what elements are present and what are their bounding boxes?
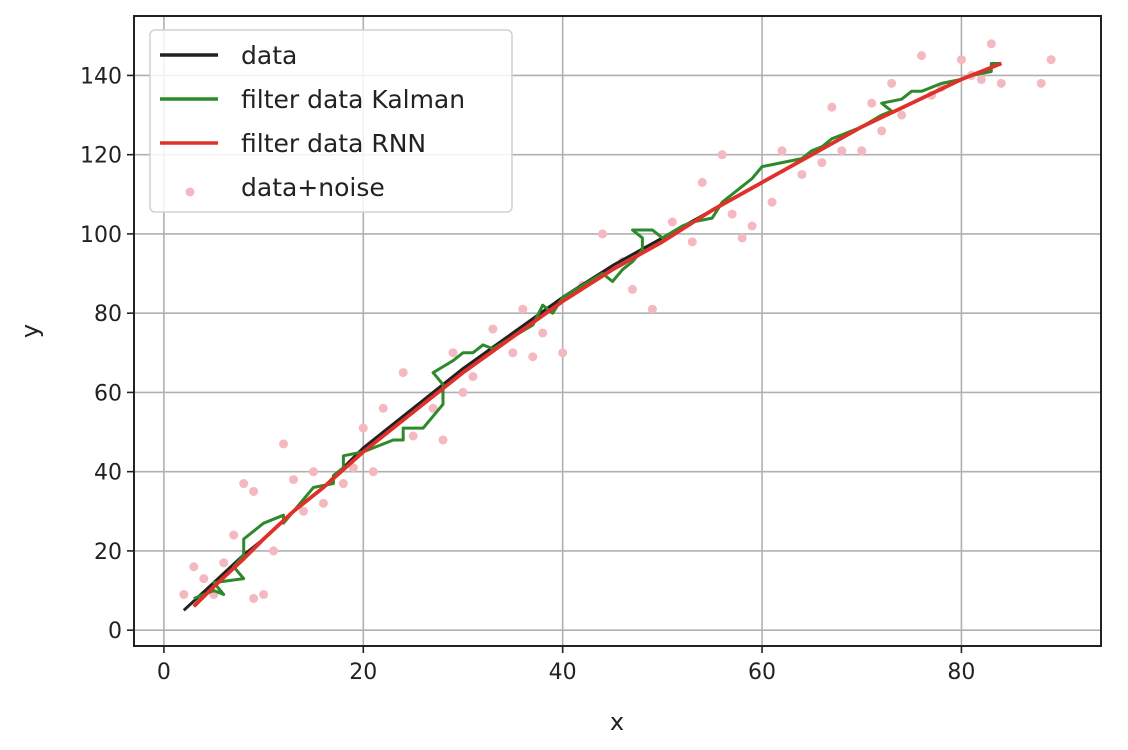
scatter-point xyxy=(976,74,986,84)
scatter-point xyxy=(219,558,229,568)
y-tick-label: 20 xyxy=(94,540,122,565)
scatter-point xyxy=(279,439,289,449)
scatter-point xyxy=(538,328,548,338)
scatter-point xyxy=(667,217,677,227)
scatter-point xyxy=(717,150,727,160)
x-tick-label: 20 xyxy=(349,660,377,685)
scatter-point xyxy=(468,372,478,382)
grid xyxy=(134,16,1101,646)
scatter-point xyxy=(358,423,368,433)
scatter-point xyxy=(1046,55,1056,65)
legend-label: filter data Kalman xyxy=(241,85,465,114)
y-tick-label: 80 xyxy=(94,302,122,327)
y-tick-label: 140 xyxy=(80,64,122,89)
scatter-point xyxy=(996,78,1006,88)
y-axis-label: y xyxy=(16,324,44,338)
scatter-point xyxy=(508,348,518,358)
scatter-point xyxy=(797,169,807,179)
scatter-point xyxy=(488,324,498,334)
legend: data filter data Kalman filter data RNN dat… xyxy=(149,29,513,213)
scatter-point xyxy=(558,348,568,358)
y-tick-label: 0 xyxy=(108,619,122,644)
series-data-noise xyxy=(179,39,1056,603)
scatter-point xyxy=(189,562,199,572)
scatter-point xyxy=(338,479,348,489)
scatter-point xyxy=(518,304,528,314)
scatter-point xyxy=(308,467,318,477)
scatter-point xyxy=(318,498,328,508)
scatter-point xyxy=(1036,78,1046,88)
scatter-point xyxy=(179,589,189,599)
scatter-point xyxy=(298,506,308,516)
scatter-point xyxy=(249,593,259,603)
scatter-point xyxy=(817,158,827,168)
scatter-point xyxy=(897,110,907,120)
legend-box xyxy=(149,29,513,213)
scatter-point xyxy=(378,403,388,413)
scatter-point xyxy=(986,39,996,49)
scatter-point xyxy=(837,146,847,156)
scatter-point xyxy=(727,209,737,219)
scatter-point xyxy=(428,403,438,413)
scatter-point xyxy=(767,197,777,207)
scatter-point xyxy=(229,530,239,540)
scatter-point xyxy=(398,368,408,378)
scatter-point xyxy=(289,475,299,485)
plot-series xyxy=(179,39,1056,612)
scatter-point xyxy=(528,352,538,362)
x-tick-label: 0 xyxy=(157,660,171,685)
scatter-point xyxy=(956,55,966,65)
scatter-point xyxy=(598,229,608,239)
plot-frame xyxy=(133,15,1102,647)
scatter-point xyxy=(747,221,757,231)
x-tick-label: 40 xyxy=(549,660,577,685)
scatter-point xyxy=(887,78,897,88)
y-tick-label: 40 xyxy=(94,461,122,486)
y-tick-label: 60 xyxy=(94,381,122,406)
x-tick-label: 60 xyxy=(748,660,776,685)
scatter-point xyxy=(348,463,358,473)
scatter-point xyxy=(249,486,259,496)
scatter-point xyxy=(917,51,927,61)
scatter-point xyxy=(647,304,657,314)
x-axis-label: x xyxy=(610,708,624,736)
y-tick-label: 120 xyxy=(80,144,122,169)
scatter-point xyxy=(737,233,747,243)
scatter-point xyxy=(877,126,887,136)
scatter-point xyxy=(458,387,468,397)
scatter-point xyxy=(867,98,877,108)
scatter-point xyxy=(857,146,867,156)
scatter-point xyxy=(438,435,448,445)
scatter-point xyxy=(827,102,837,112)
scatter-point xyxy=(697,177,707,187)
legend-label: data+noise xyxy=(241,173,385,202)
y-tick-label: 100 xyxy=(80,223,122,248)
scatter-point xyxy=(627,284,637,294)
scatter-point xyxy=(448,348,458,358)
scatter-point xyxy=(687,237,697,247)
scatter-point xyxy=(259,589,269,599)
series-line-filter-data-rnn xyxy=(192,61,1003,608)
x-tick-label: 80 xyxy=(947,660,975,685)
scatter-point xyxy=(408,431,418,441)
scatter-point xyxy=(199,574,209,584)
legend-label: filter data RNN xyxy=(241,129,426,158)
scatter-point xyxy=(368,467,378,477)
scatter-point xyxy=(777,146,787,156)
legend-swatch xyxy=(185,187,195,197)
scatter-point xyxy=(239,479,249,489)
scatter-point xyxy=(269,546,279,556)
legend-entries: data filter data Kalman filter data RNN dat… xyxy=(160,41,465,202)
legend-label: data xyxy=(241,41,297,70)
axis-ticks: 0 20 40 60 80 0 20 40 60 80 100 120 140 xyxy=(80,64,975,685)
